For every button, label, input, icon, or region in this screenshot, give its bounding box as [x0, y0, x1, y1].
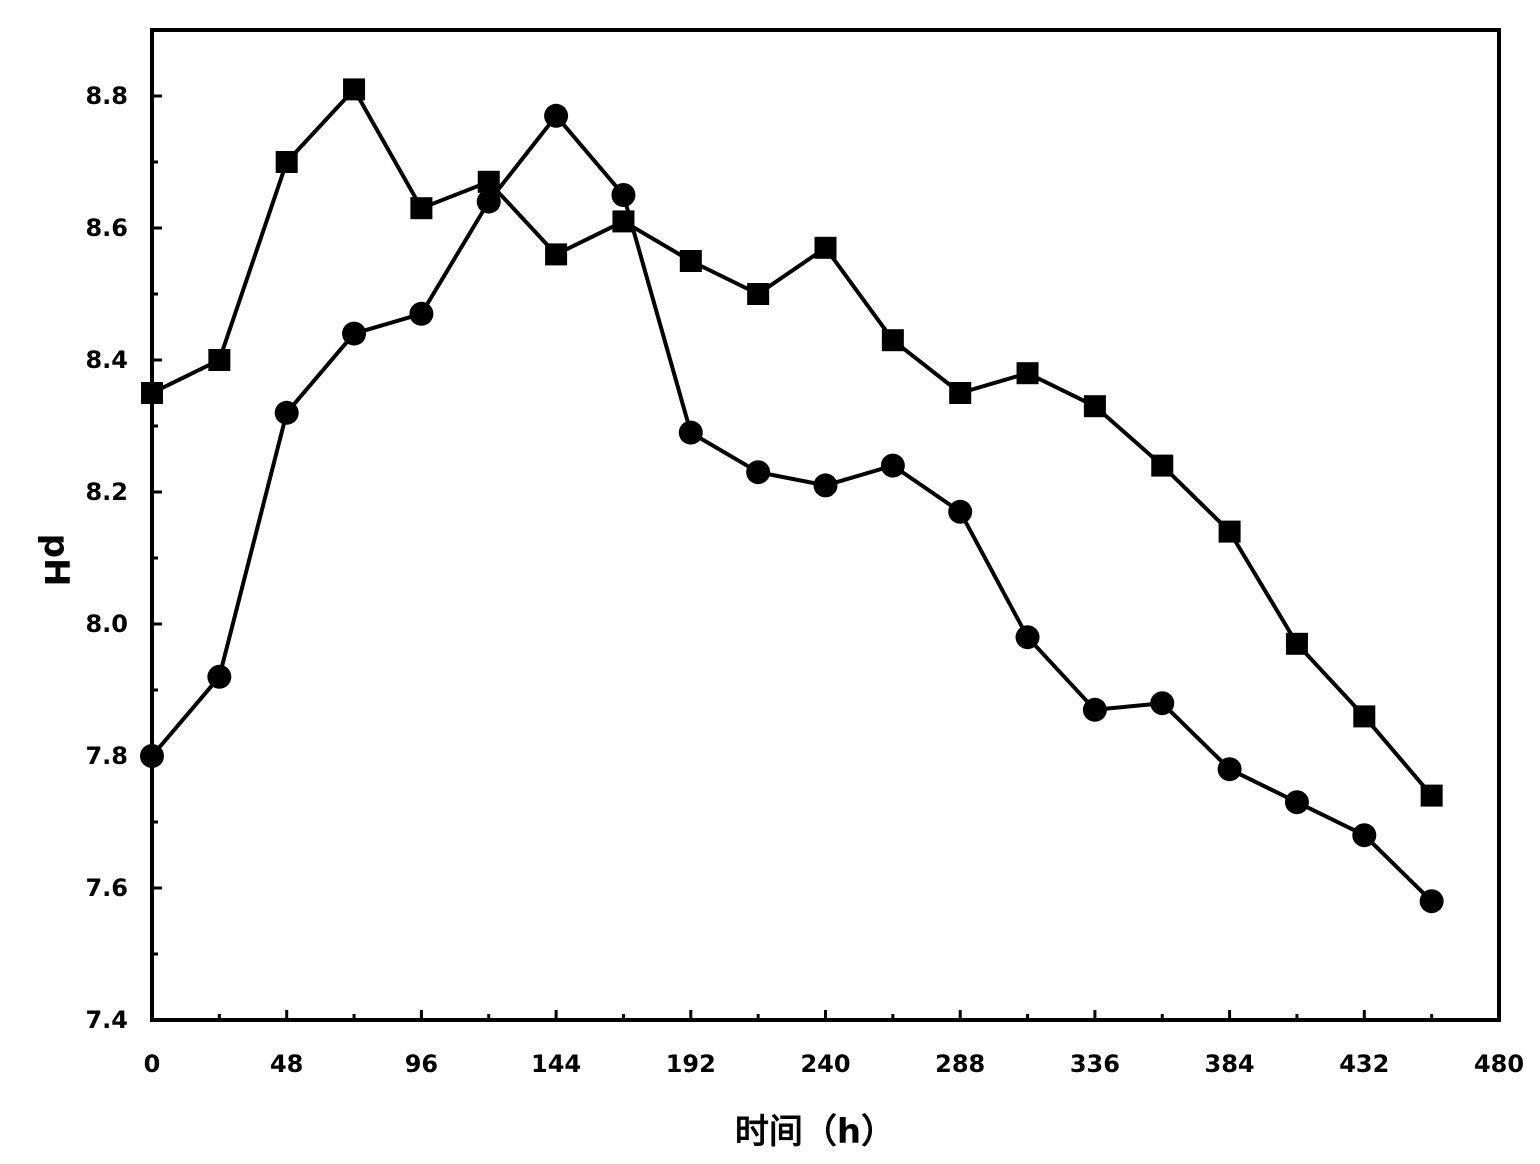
- y-tick-label: 8.0: [85, 610, 128, 638]
- x-axis-label: 时间（h）: [735, 1112, 895, 1152]
- series-line-square: [151, 87, 1434, 797]
- data-point-circle: [140, 744, 164, 768]
- x-tick-label: 336: [1070, 1050, 1120, 1078]
- x-tick-label: 144: [531, 1050, 581, 1078]
- x-tick-label: 192: [666, 1050, 716, 1078]
- y-tick-label: 8.4: [85, 346, 128, 374]
- data-point-circle: [1352, 823, 1377, 848]
- data-point-square: [1420, 784, 1443, 807]
- data-point-circle: [1150, 691, 1175, 716]
- data-point-circle: [544, 103, 569, 128]
- data-point-square: [1218, 520, 1241, 543]
- data-point-square: [949, 382, 972, 404]
- data-point-square: [275, 151, 298, 173]
- x-tick-label: 432: [1339, 1050, 1389, 1078]
- y-tick-label: 8.8: [85, 82, 128, 110]
- data-point-square: [1016, 362, 1039, 385]
- data-point-square: [410, 197, 433, 220]
- y-axis-label: pH: [36, 534, 76, 587]
- data-point-square: [814, 236, 837, 259]
- axis-tick-labels: 0 48 96 144 192 240 288 336 384 432 480 7.4 7.6 7.8 8.…: [85, 82, 1524, 1078]
- x-tick-label: 0: [144, 1050, 161, 1078]
- x-tick-label: 480: [1474, 1050, 1524, 1078]
- data-point-circle: [409, 301, 434, 326]
- data-point-square: [881, 329, 904, 352]
- series-line-circle: [150, 113, 1434, 903]
- data-point-circle: [342, 321, 367, 346]
- y-tick-label: 8.2: [85, 478, 128, 506]
- data-point-square: [141, 382, 163, 404]
- data-point-circle: [813, 473, 838, 498]
- data-point-square: [1285, 632, 1308, 655]
- y-tick-label: 8.6: [85, 214, 128, 242]
- x-tick-label: 240: [800, 1050, 850, 1078]
- data-point-square: [1083, 395, 1106, 418]
- data-point-circle: [948, 499, 973, 524]
- x-tick-label: 384: [1205, 1050, 1255, 1078]
- data-point-circle: [207, 664, 232, 689]
- data-point-square: [1151, 454, 1174, 477]
- plot-frame: [150, 28, 1501, 1022]
- y-tick-label: 7.6: [85, 874, 128, 902]
- series-2: [140, 103, 1444, 914]
- data-point-square: [343, 78, 366, 101]
- x-tick-label: 96: [405, 1050, 438, 1078]
- data-point-circle: [274, 400, 299, 425]
- data-point-circle: [1015, 625, 1040, 650]
- x-tick-label: 48: [270, 1050, 303, 1078]
- y-tick-label: 7.8: [85, 742, 128, 770]
- data-point-square: [208, 349, 231, 371]
- y-tick-label: 7.4: [85, 1006, 128, 1034]
- data-point-circle: [1082, 697, 1107, 722]
- data-point-circle: [476, 189, 501, 214]
- data-point-circle: [678, 420, 703, 445]
- data-point-circle: [611, 183, 636, 207]
- series-1: [141, 78, 1443, 807]
- data-point-circle: [1419, 889, 1444, 914]
- data-point-circle: [1284, 790, 1309, 815]
- data-point-square: [679, 250, 702, 272]
- x-tick-label: 288: [935, 1050, 985, 1078]
- axis-ticks: [150, 94, 1501, 1022]
- data-point-square: [477, 170, 500, 193]
- data-point-square: [747, 283, 770, 305]
- data-point-square: [1353, 705, 1376, 728]
- series-layer: [140, 78, 1444, 914]
- data-point-circle: [746, 460, 771, 485]
- data-point-circle: [880, 453, 905, 478]
- data-point-circle: [1217, 757, 1242, 782]
- data-point-square: [545, 243, 568, 266]
